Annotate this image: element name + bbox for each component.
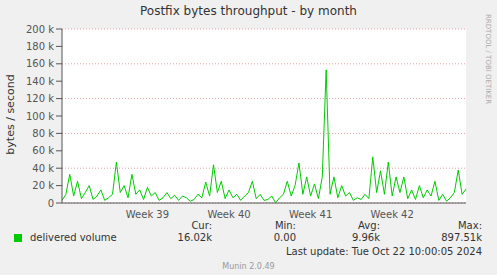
html-text:16.02k: 16.02k	[177, 232, 212, 243]
svg-text:140 k: 140 k	[26, 76, 54, 87]
html-text:delivered volume: delivered volume	[30, 232, 117, 243]
svg-text:100 k: 100 k	[26, 111, 54, 122]
svg-text:Week 39: Week 39	[126, 209, 169, 220]
html-text:Cur:: Cur:	[191, 220, 212, 231]
svg-text:0: 0	[48, 198, 54, 209]
svg-text:Week 42: Week 42	[371, 209, 414, 220]
svg-text:120 k: 120 k	[26, 93, 54, 104]
html-text:bytes / second: bytes / second	[3, 74, 17, 155]
html-text:9.96k: 9.96k	[351, 232, 380, 243]
html-text:897.51k: 897.51k	[441, 232, 482, 243]
svg-text:40 k: 40 k	[32, 163, 54, 174]
svg-text:200 k: 200 k	[26, 24, 54, 35]
html-text:Last update: Tue Oct 22 10:00:: Last update: Tue Oct 22 10:00:05 2024	[286, 246, 482, 257]
svg-text:Week 41: Week 41	[289, 209, 332, 220]
svg-text:20 k: 20 k	[32, 180, 54, 191]
html-text:Avg:: Avg:	[358, 220, 380, 231]
html-text:Postfix bytes throughput - by: Postfix bytes throughput - by month	[140, 4, 357, 18]
svg-text:160 k: 160 k	[26, 58, 54, 69]
svg-text:60 k: 60 k	[32, 145, 54, 156]
html-text:Min:: Min:	[274, 220, 296, 231]
html-text:0.00: 0.00	[273, 232, 296, 243]
html-text:Munin 2.0.49: Munin 2.0.49	[222, 262, 275, 271]
html-text:Max:: Max:	[458, 220, 482, 231]
svg-text:180 k: 180 k	[26, 41, 54, 52]
html-text:RRDTOOL / TOBI OETIKER: RRDTOOL / TOBI OETIKER	[484, 14, 492, 105]
svg-text:80 k: 80 k	[32, 128, 54, 139]
svg-text:Week 40: Week 40	[207, 209, 250, 220]
